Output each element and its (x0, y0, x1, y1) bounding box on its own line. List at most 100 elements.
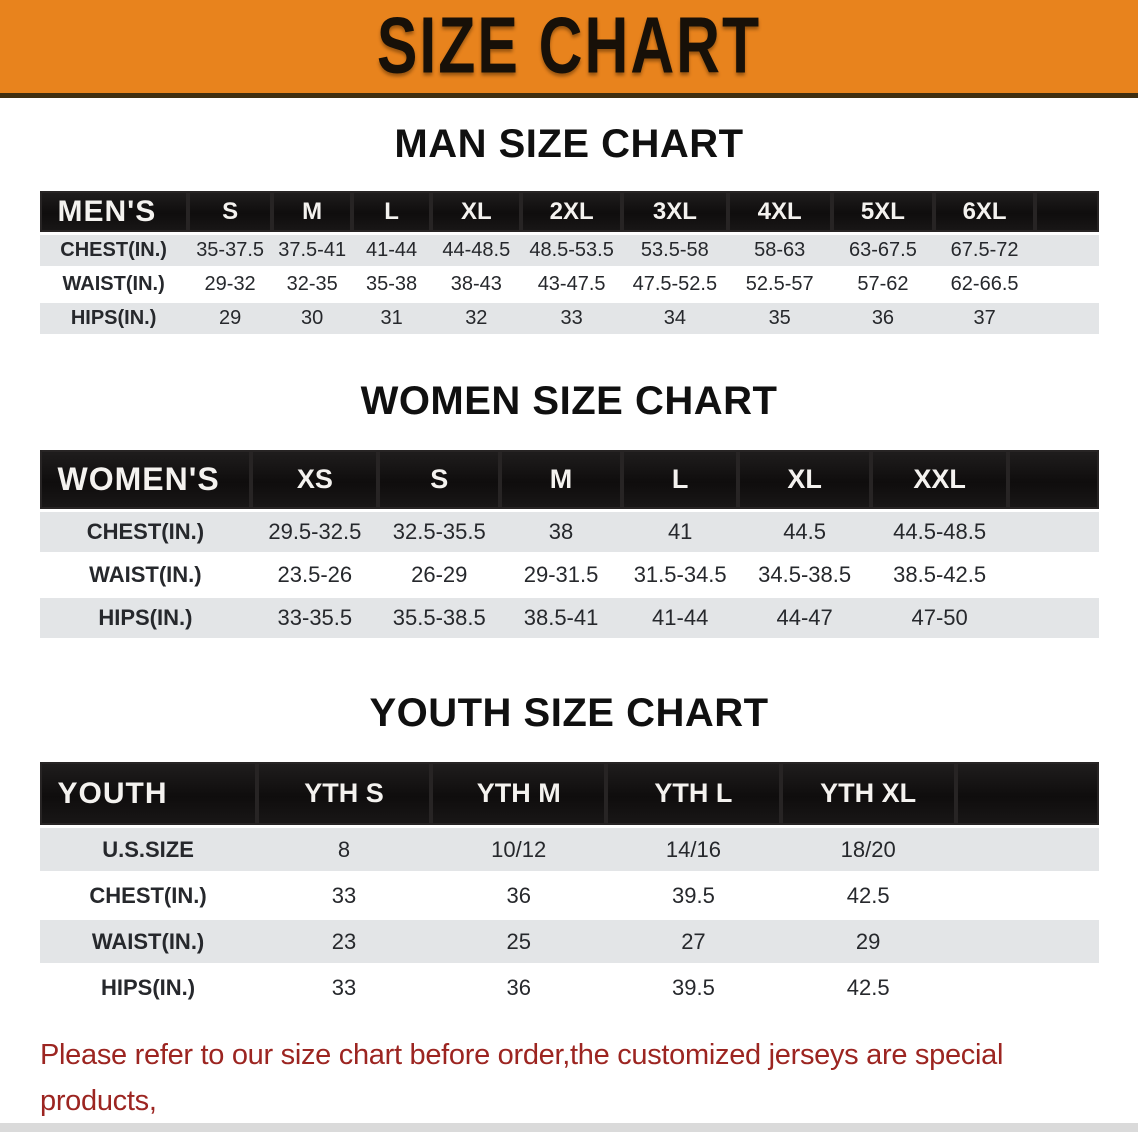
men-size-col-header: S (187, 191, 273, 235)
men-size-table: MEN'S S M L XL 2XL 3XL 4XL 5XL 6XL CHEST… (39, 191, 1099, 337)
cell: 10/12 (431, 828, 607, 874)
spacer-cell (955, 874, 1099, 920)
cell: 42.5 (780, 874, 956, 920)
cell: 14/16 (606, 828, 781, 874)
women-waist-row: WAIST(IN.) 23.5-26 26-29 29-31.5 31.5-34… (39, 555, 1099, 598)
row-label: CHEST(IN.) (39, 512, 252, 555)
cell: 37.5-41 (272, 235, 352, 269)
cell: 32-35 (272, 269, 352, 303)
youth-size-col-header: YTH M (431, 762, 607, 828)
cell: 63-67.5 (831, 235, 935, 269)
row-label: HIPS(IN.) (39, 598, 252, 641)
women-size-col-header: XXL (870, 450, 1009, 512)
cell: 29-31.5 (500, 555, 622, 598)
men-size-col-header: 2XL (521, 191, 622, 235)
spacer-cell (955, 762, 1099, 828)
cell: 44.5-48.5 (870, 512, 1009, 555)
cell: 37 (934, 303, 1035, 337)
order-disclaimer: Please refer to our size chart before or… (0, 1032, 1138, 1132)
men-header-row: MEN'S S M L XL 2XL 3XL 4XL 5XL 6XL (39, 191, 1099, 235)
cell: 52.5-57 (727, 269, 832, 303)
spacer-cell (1034, 235, 1099, 269)
cell: 41 (621, 512, 739, 555)
women-chest-row: CHEST(IN.) 29.5-32.5 32.5-35.5 38 41 44.… (39, 512, 1099, 555)
spacer-cell (1008, 555, 1099, 598)
cell: 31.5-34.5 (621, 555, 739, 598)
banner-title: SIZE CHART (376, 2, 762, 91)
cell: 32.5-35.5 (378, 512, 501, 555)
youth-table-label: YOUTH (39, 762, 257, 828)
women-header-row: WOMEN'S XS S M L XL XXL (39, 450, 1099, 512)
cell: 18/20 (780, 828, 956, 874)
cell: 23 (256, 920, 432, 966)
cell: 44-48.5 (431, 235, 522, 269)
youth-ussize-row: U.S.SIZE 8 10/12 14/16 18/20 (39, 828, 1099, 874)
cell: 26-29 (378, 555, 501, 598)
cell: 47-50 (870, 598, 1009, 641)
men-size-col-header: 6XL (934, 191, 1035, 235)
cell: 29-32 (187, 269, 273, 303)
row-label: U.S.SIZE (39, 828, 257, 874)
spacer-cell (955, 966, 1099, 1012)
cell: 39.5 (606, 874, 781, 920)
row-label: HIPS(IN.) (39, 303, 188, 337)
women-size-col-header: XS (251, 450, 379, 512)
row-label: HIPS(IN.) (39, 966, 257, 1012)
cell: 25 (431, 920, 607, 966)
cell: 34.5-38.5 (738, 555, 871, 598)
cell: 35 (727, 303, 832, 337)
youth-section-heading: YOUTH SIZE CHART (369, 691, 769, 735)
men-table-label: MEN'S (39, 191, 188, 235)
cell: 30 (272, 303, 352, 337)
cell: 33 (256, 874, 432, 920)
cell: 38.5-41 (500, 598, 622, 641)
cell: 38-43 (431, 269, 522, 303)
cell: 36 (431, 966, 607, 1012)
men-size-col-header: M (272, 191, 352, 235)
women-size-col-header: XL (738, 450, 871, 512)
cell: 38 (500, 512, 622, 555)
women-section-heading: WOMEN SIZE CHART (360, 379, 778, 423)
cell: 29.5-32.5 (251, 512, 379, 555)
cell: 35.5-38.5 (378, 598, 501, 641)
spacer-cell (1008, 598, 1099, 641)
spacer-cell (1034, 191, 1099, 235)
cell: 58-63 (727, 235, 832, 269)
spacer-cell (1008, 450, 1099, 512)
cell: 35-37.5 (187, 235, 273, 269)
disclaimer-line-1: Please refer to our size chart before or… (40, 1039, 1004, 1117)
cell: 33-35.5 (251, 598, 379, 641)
youth-size-table: YOUTH YTH S YTH M YTH L YTH XL U.S.SIZE … (39, 762, 1099, 1012)
cell: 41-44 (351, 235, 432, 269)
women-size-col-header: L (621, 450, 739, 512)
row-label: WAIST(IN.) (39, 269, 188, 303)
row-label: CHEST(IN.) (39, 235, 188, 269)
youth-waist-row: WAIST(IN.) 23 25 27 29 (39, 920, 1099, 966)
spacer-cell (955, 920, 1099, 966)
cell: 33 (521, 303, 622, 337)
cell: 27 (606, 920, 781, 966)
men-size-col-header: 4XL (727, 191, 832, 235)
cell: 47.5-52.5 (621, 269, 728, 303)
spacer-cell (1034, 269, 1099, 303)
row-label: WAIST(IN.) (39, 555, 252, 598)
men-section-heading: MAN SIZE CHART (394, 122, 744, 166)
cell: 29 (187, 303, 273, 337)
cell: 53.5-58 (621, 235, 728, 269)
women-size-col-header: S (378, 450, 501, 512)
cell: 57-62 (831, 269, 935, 303)
size-chart-banner: SIZE CHART (0, 0, 1138, 98)
women-size-col-header: M (500, 450, 622, 512)
cell: 44.5 (738, 512, 871, 555)
cell: 34 (621, 303, 728, 337)
men-waist-row: WAIST(IN.) 29-32 32-35 35-38 38-43 43-47… (39, 269, 1099, 303)
spacer-cell (1034, 303, 1099, 337)
cell: 48.5-53.5 (521, 235, 622, 269)
cell: 44-47 (738, 598, 871, 641)
cell: 32 (431, 303, 522, 337)
cell: 33 (256, 966, 432, 1012)
cell: 23.5-26 (251, 555, 379, 598)
women-size-table: WOMEN'S XS S M L XL XXL CHEST(IN.) 29.5-… (39, 450, 1099, 641)
spacer-cell (1008, 512, 1099, 555)
cell: 42.5 (780, 966, 956, 1012)
